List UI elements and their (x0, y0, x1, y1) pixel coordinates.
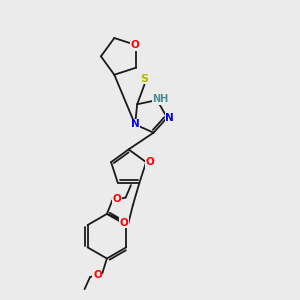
Text: O: O (112, 194, 121, 204)
Text: O: O (130, 40, 139, 50)
Text: NH: NH (152, 94, 169, 104)
Text: O: O (119, 218, 128, 228)
Text: N: N (165, 112, 174, 123)
Text: O: O (93, 269, 102, 280)
Text: O: O (145, 157, 154, 167)
Text: S: S (141, 74, 148, 84)
Text: N: N (131, 119, 140, 129)
